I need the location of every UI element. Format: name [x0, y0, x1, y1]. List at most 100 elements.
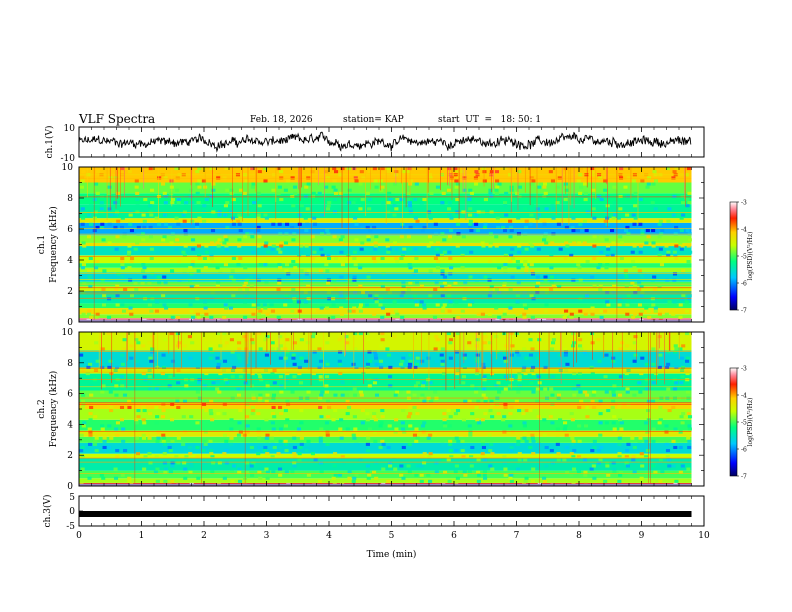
ch2-spectro-speckle	[134, 421, 139, 425]
ch2-spectro-speckle	[366, 436, 371, 440]
ch1-spectro-speckle	[354, 238, 359, 242]
ch1-spectro-speckle	[563, 198, 568, 202]
ch2-spectro-speckle	[646, 409, 651, 413]
ch2-spectro-speckle	[258, 476, 263, 480]
ch2-spectro-speckle	[222, 412, 227, 416]
ch1-spectro-speckle	[286, 247, 291, 251]
ch1-spectro-speckle	[136, 225, 141, 229]
ch1-spectro-speckle	[483, 198, 488, 202]
ch1-spectro-speckle	[678, 315, 683, 319]
ch2-spectro-speckle	[257, 467, 263, 471]
ch2-spectro-speckle	[89, 384, 94, 388]
ch2-spectro-speckle	[297, 372, 302, 376]
ch2-spectro-speckle	[536, 442, 541, 446]
ch1-spectro-speckle	[582, 182, 588, 186]
ch2-spectro-speckle	[475, 338, 480, 342]
ch1-spectro-speckle	[468, 207, 473, 211]
ch2-spectro-speckle	[408, 424, 413, 428]
ch1-spectro-speckle	[229, 219, 235, 223]
ch2-spectro-speckle	[414, 427, 419, 431]
ch1-spectro-speckle	[257, 204, 262, 208]
ch1-spectro-speckle	[467, 198, 472, 202]
ch2-spectro-speckle	[184, 384, 189, 388]
ch1-spectro-speckle	[671, 213, 676, 217]
ch2-spectro-speckle	[167, 384, 172, 388]
ch2-spectro-speckle	[365, 338, 370, 342]
ch1-spectro-speckle	[374, 185, 379, 189]
ch2-spectro-band	[79, 332, 692, 351]
ch2-spectro-speckle	[339, 418, 344, 422]
ch2-spectro-speckle	[419, 473, 424, 477]
ch2-spectro-speckle	[523, 479, 528, 483]
ch2-spectro-speckle	[292, 464, 297, 468]
ch2-spectro-speckle	[428, 479, 433, 483]
ch1-spectro-speckle	[196, 269, 201, 273]
ch1-spectro-speckle	[429, 191, 434, 195]
ch1-spectro-speckle	[196, 244, 202, 248]
ch2-spectro-speckle	[216, 359, 221, 363]
ch2-spectro-ytick-label: 8	[67, 359, 73, 369]
ch1-spectro-speckle	[191, 238, 196, 242]
ch1-spectro-speckle	[311, 256, 316, 260]
ch1-spectro-speckle	[414, 182, 419, 186]
ch2-spectro-speckle	[530, 335, 535, 339]
ch2-spectro-speckle	[550, 461, 555, 465]
ch1-spectro-speckle	[447, 250, 452, 254]
ch1-spectro-speckle	[279, 244, 284, 248]
ch2-spectro-speckle	[351, 433, 356, 437]
ch2-spectro-speckle	[549, 387, 554, 391]
ch1-spectro-speckle	[611, 210, 616, 214]
ch2-spectro-speckle	[422, 399, 427, 403]
ch1-spectro-speckle	[455, 198, 460, 202]
ch2-spectro-speckle	[419, 464, 424, 468]
ch2-spectro-speckle	[617, 479, 622, 483]
ch1-spectro-speckle	[640, 291, 645, 295]
ch2-spectro-band	[79, 442, 692, 454]
ch2-spectro-speckle	[209, 412, 214, 416]
ch1-spectro-speckle	[251, 303, 256, 307]
ch1-spectro-speckle	[95, 260, 100, 264]
ch1-spectro-speckle	[516, 281, 521, 285]
ch2-spectro-speckle	[134, 338, 139, 342]
ch1-spectro-speckle	[632, 244, 637, 248]
ch2-spectro-speckle	[365, 449, 371, 453]
ch1-spectro-speckle	[80, 222, 85, 226]
ch1-spectro-speckle	[419, 201, 424, 205]
ch1-spectro-speckle	[332, 235, 337, 239]
ch2-spectro-speckle	[299, 356, 304, 360]
ch1-spectro-speckle	[516, 216, 521, 220]
ch1-spectro-speckle	[265, 260, 270, 264]
ch1-spectro-speckle	[256, 244, 261, 248]
ch1-spectro-speckle	[420, 229, 425, 233]
ch2-spectro-speckle	[455, 476, 460, 480]
ch1-spectro-band	[79, 314, 692, 319]
ch2-spectro-speckle	[463, 433, 468, 437]
ch1-spectro-speckle	[647, 176, 652, 180]
ch2-spectro-speckle	[337, 359, 342, 363]
ch2-spectro-speckle	[596, 449, 601, 453]
ch2-spectro-speckle	[386, 445, 391, 450]
ch2-spectro-speckle	[279, 412, 284, 416]
ch2-spectro-speckle	[209, 399, 214, 403]
ch2-spectro-speckle	[202, 384, 207, 388]
ch1-spectro-speckle	[590, 306, 595, 310]
ch1-spectro-speckle	[673, 247, 678, 251]
ch1-spectro-speckle	[401, 284, 406, 288]
ch1-ylabel: ch.1(V)	[44, 126, 55, 159]
ch2-spectro-speckle	[296, 427, 302, 431]
ch1-spectro-speckle	[414, 303, 419, 307]
ch2-spectro-speckle	[256, 430, 261, 434]
ch1-spectro-speckle	[209, 194, 214, 198]
ch2-spectro-speckle	[496, 381, 501, 385]
ch2-spectro-speckle	[147, 341, 152, 345]
ch1-spectro-band	[79, 286, 692, 291]
ch1-spectro-speckle	[509, 229, 514, 233]
ch2-spectro-speckle	[317, 347, 322, 351]
ch2-spectro-speckle	[647, 405, 652, 409]
ch2-spectro-speckle	[305, 442, 310, 446]
ch1-spectro-speckle	[80, 216, 86, 220]
ch1-spectro-speckle	[494, 244, 499, 248]
ch2-spectro-speckle	[102, 439, 107, 443]
ch1-spectro-speckle	[640, 275, 645, 279]
ch1-spectro-speckle	[395, 260, 400, 264]
